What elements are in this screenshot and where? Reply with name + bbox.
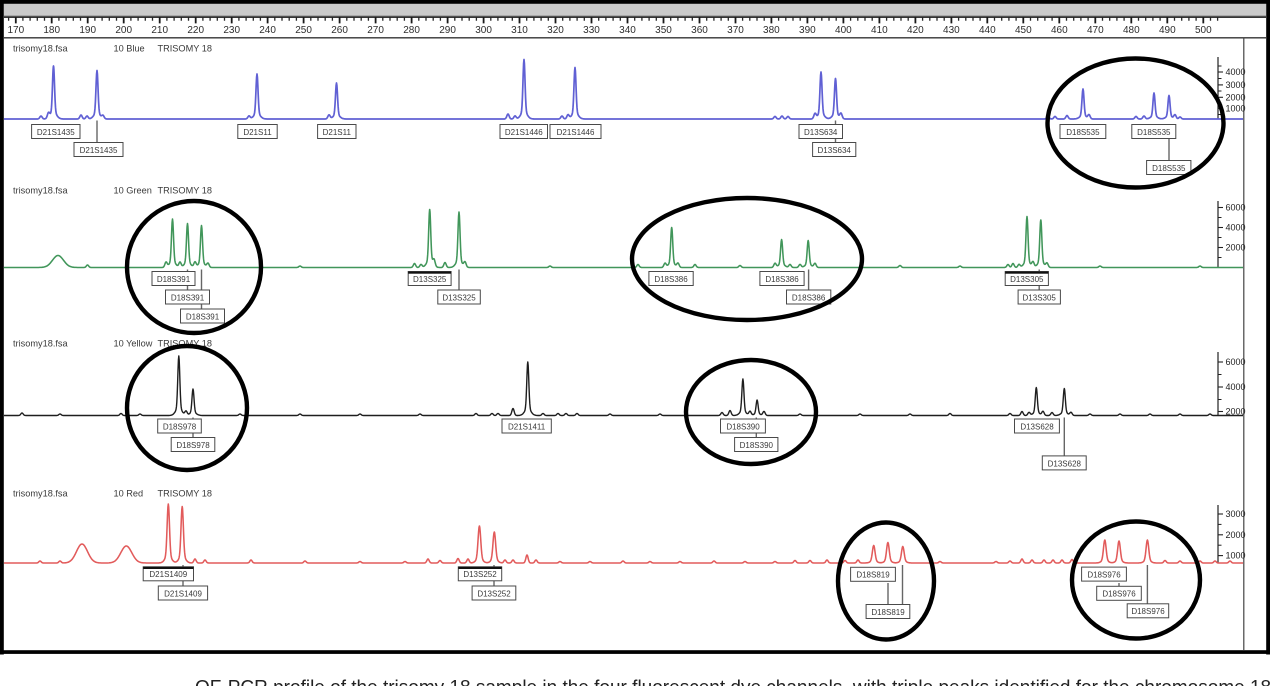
svg-text:260: 260 bbox=[331, 25, 348, 36]
svg-text:210: 210 bbox=[151, 25, 168, 36]
svg-text:D21S1409: D21S1409 bbox=[149, 570, 187, 579]
svg-text:480: 480 bbox=[1123, 25, 1140, 36]
svg-text:trisomy18.fsa: trisomy18.fsa bbox=[13, 339, 69, 349]
svg-text:trisomy18.fsa: trisomy18.fsa bbox=[13, 185, 69, 195]
svg-text:D13S305: D13S305 bbox=[1010, 275, 1044, 284]
svg-text:trisomy18.fsa: trisomy18.fsa bbox=[13, 43, 69, 53]
svg-text:370: 370 bbox=[727, 25, 744, 36]
svg-text:D13S325: D13S325 bbox=[413, 275, 447, 284]
svg-text:320: 320 bbox=[547, 25, 564, 36]
svg-text:D18S386: D18S386 bbox=[654, 275, 688, 284]
svg-text:190: 190 bbox=[79, 25, 96, 36]
svg-text:240: 240 bbox=[259, 25, 276, 36]
svg-text:440: 440 bbox=[979, 25, 996, 36]
svg-text:D21S1435: D21S1435 bbox=[37, 128, 75, 137]
svg-text:180: 180 bbox=[43, 25, 60, 36]
svg-text:450: 450 bbox=[1015, 25, 1032, 36]
svg-text:200: 200 bbox=[115, 25, 132, 36]
svg-text:6000: 6000 bbox=[1226, 203, 1246, 213]
svg-text:D13S628: D13S628 bbox=[1020, 422, 1054, 431]
svg-text:400: 400 bbox=[835, 25, 852, 36]
svg-text:D18S976: D18S976 bbox=[1131, 607, 1165, 616]
svg-text:D18S391: D18S391 bbox=[157, 275, 191, 284]
svg-text:10 Yellow: 10 Yellow bbox=[114, 339, 153, 349]
svg-text:290: 290 bbox=[439, 25, 456, 36]
svg-text:D18S386: D18S386 bbox=[792, 293, 826, 302]
svg-text:D18S819: D18S819 bbox=[856, 571, 890, 580]
svg-text:TRISOMY 18: TRISOMY 18 bbox=[158, 43, 212, 53]
svg-text:3000: 3000 bbox=[1226, 80, 1246, 90]
svg-text:410: 410 bbox=[871, 25, 888, 36]
svg-text:2000: 2000 bbox=[1226, 92, 1246, 102]
svg-text:10 Blue: 10 Blue bbox=[114, 43, 145, 53]
svg-text:310: 310 bbox=[511, 25, 528, 36]
svg-text:trisomy18.fsa: trisomy18.fsa bbox=[13, 489, 69, 499]
svg-text:D18S976: D18S976 bbox=[1102, 590, 1136, 599]
svg-text:TRISOMY 18: TRISOMY 18 bbox=[158, 185, 212, 195]
svg-text:380: 380 bbox=[763, 25, 780, 36]
svg-text:D18S391: D18S391 bbox=[186, 312, 220, 321]
svg-text:D13S252: D13S252 bbox=[463, 570, 497, 579]
svg-text:D18S535: D18S535 bbox=[1152, 164, 1186, 173]
svg-text:D18S391: D18S391 bbox=[171, 293, 205, 302]
svg-text:D18S390: D18S390 bbox=[740, 441, 774, 450]
svg-text:D18S535: D18S535 bbox=[1137, 128, 1171, 137]
svg-text:D21S11: D21S11 bbox=[323, 128, 352, 137]
svg-text:TRISOMY 18: TRISOMY 18 bbox=[158, 489, 212, 499]
svg-text:170: 170 bbox=[7, 25, 24, 36]
svg-text:4000: 4000 bbox=[1226, 382, 1246, 392]
svg-text:D18S978: D18S978 bbox=[176, 441, 210, 450]
svg-text:470: 470 bbox=[1087, 25, 1104, 36]
svg-text:330: 330 bbox=[583, 25, 600, 36]
svg-text:490: 490 bbox=[1159, 25, 1176, 36]
svg-text:340: 340 bbox=[619, 25, 636, 36]
svg-text:300: 300 bbox=[475, 25, 492, 36]
svg-text:TRISOMY 18: TRISOMY 18 bbox=[158, 339, 212, 349]
svg-text:350: 350 bbox=[655, 25, 672, 36]
svg-text:1000: 1000 bbox=[1226, 551, 1246, 561]
svg-text:D18S819: D18S819 bbox=[871, 608, 905, 617]
svg-text:D13S628: D13S628 bbox=[1048, 459, 1082, 468]
svg-text:D13S305: D13S305 bbox=[1023, 293, 1057, 302]
svg-text:D21S1446: D21S1446 bbox=[557, 128, 595, 137]
svg-text:2000: 2000 bbox=[1226, 530, 1246, 540]
svg-text:D13S634: D13S634 bbox=[818, 146, 852, 155]
svg-text:360: 360 bbox=[691, 25, 708, 36]
svg-text:D13S252: D13S252 bbox=[477, 589, 511, 598]
svg-text:D21S1446: D21S1446 bbox=[505, 128, 543, 137]
svg-text:250: 250 bbox=[295, 25, 312, 36]
svg-text:D18S390: D18S390 bbox=[726, 422, 760, 431]
svg-text:270: 270 bbox=[367, 25, 384, 36]
svg-text:4000: 4000 bbox=[1226, 223, 1246, 233]
svg-text:3000: 3000 bbox=[1226, 509, 1246, 519]
svg-text:D21S11: D21S11 bbox=[243, 128, 272, 137]
svg-text:QF-PCR profile of the trisomy: QF-PCR profile of the trisomy 18 sample … bbox=[195, 678, 1270, 687]
svg-text:1000: 1000 bbox=[1226, 104, 1246, 114]
svg-text:460: 460 bbox=[1051, 25, 1068, 36]
svg-text:230: 230 bbox=[223, 25, 240, 36]
svg-text:D21S1411: D21S1411 bbox=[508, 422, 546, 431]
svg-text:D18S978: D18S978 bbox=[163, 422, 197, 431]
svg-text:D21S1409: D21S1409 bbox=[164, 589, 202, 598]
svg-text:D21S1435: D21S1435 bbox=[80, 146, 118, 155]
svg-text:D13S634: D13S634 bbox=[804, 128, 838, 137]
svg-text:6000: 6000 bbox=[1226, 357, 1246, 367]
svg-text:D13S325: D13S325 bbox=[442, 293, 476, 302]
svg-text:10 Red: 10 Red bbox=[114, 489, 144, 499]
svg-text:D18S535: D18S535 bbox=[1066, 128, 1100, 137]
svg-text:D18S386: D18S386 bbox=[765, 275, 799, 284]
svg-text:220: 220 bbox=[187, 25, 204, 36]
svg-text:D18S976: D18S976 bbox=[1087, 571, 1121, 580]
svg-text:500: 500 bbox=[1195, 25, 1212, 36]
svg-text:430: 430 bbox=[943, 25, 960, 36]
svg-text:390: 390 bbox=[799, 25, 816, 36]
svg-text:4000: 4000 bbox=[1226, 67, 1246, 77]
svg-text:2000: 2000 bbox=[1226, 243, 1246, 253]
svg-text:10 Green: 10 Green bbox=[114, 185, 152, 195]
svg-text:2000: 2000 bbox=[1226, 407, 1246, 417]
svg-text:280: 280 bbox=[403, 25, 420, 36]
svg-text:420: 420 bbox=[907, 25, 924, 36]
